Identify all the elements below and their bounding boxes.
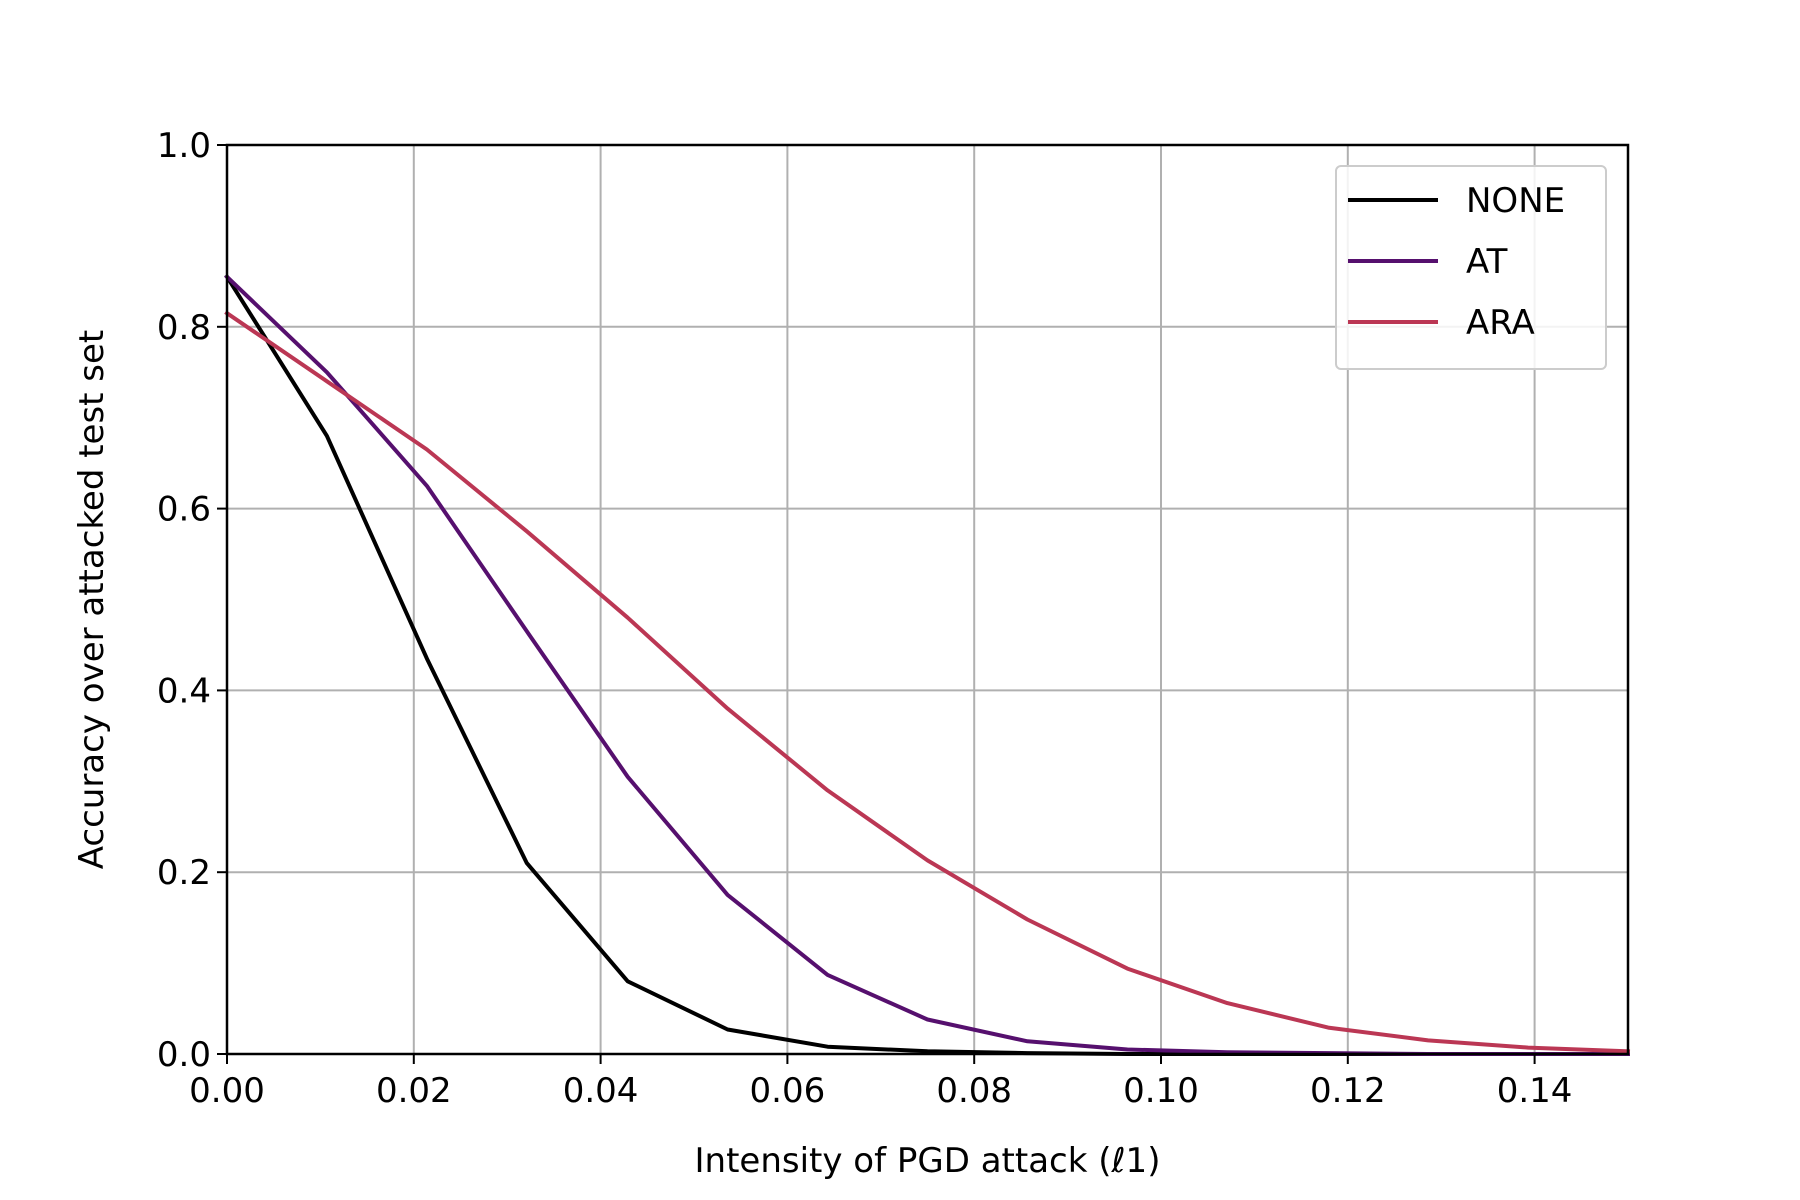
y-axis-label: Accuracy over attacked test set	[72, 330, 112, 870]
series-line-none	[224, 274, 1630, 1056]
x-tick-label: 0.10	[1123, 1071, 1199, 1111]
x-tick-label: 0.08	[936, 1071, 1012, 1111]
legend-label: AT	[1466, 242, 1508, 282]
legend: NONE AT ARA	[1335, 165, 1607, 370]
legend-item-ara: ARA	[1348, 303, 1535, 343]
x-tick-label: 0.12	[1310, 1071, 1386, 1111]
legend-box	[1335, 165, 1607, 370]
x-tick-label: 0.04	[563, 1071, 639, 1111]
x-tick-label: 0.00	[189, 1071, 265, 1111]
y-tick-label: 0.8	[157, 308, 211, 348]
y-tick-label: 1.0	[157, 126, 211, 166]
x-tick-label: 0.06	[750, 1071, 826, 1111]
legend-item-none: NONE	[1348, 181, 1565, 221]
y-tick-label: 0.2	[157, 853, 211, 893]
y-tick-label: 0.6	[157, 490, 211, 530]
plot-series	[224, 273, 1631, 1056]
x-tick-label: 0.14	[1497, 1071, 1573, 1111]
legend-item-at: AT	[1348, 242, 1508, 282]
x-axis-label: Intensity of PGD attack (ℓ1)	[695, 1141, 1161, 1181]
y-tick-label: 0.0	[157, 1035, 211, 1075]
axis-ticks: 0.00 0.02 0.04 0.06 0.08 0.10 0.12 0.14 0.0 0.2 0.…	[157, 126, 1573, 1111]
x-tick-label: 0.02	[376, 1071, 452, 1111]
plot-frame	[225, 143, 1630, 1056]
legend-label: ARA	[1466, 303, 1535, 343]
y-tick-label: 0.4	[157, 671, 211, 711]
legend-label: NONE	[1466, 181, 1565, 221]
series-line-ara	[224, 310, 1631, 1054]
series-line-at	[224, 273, 1630, 1056]
